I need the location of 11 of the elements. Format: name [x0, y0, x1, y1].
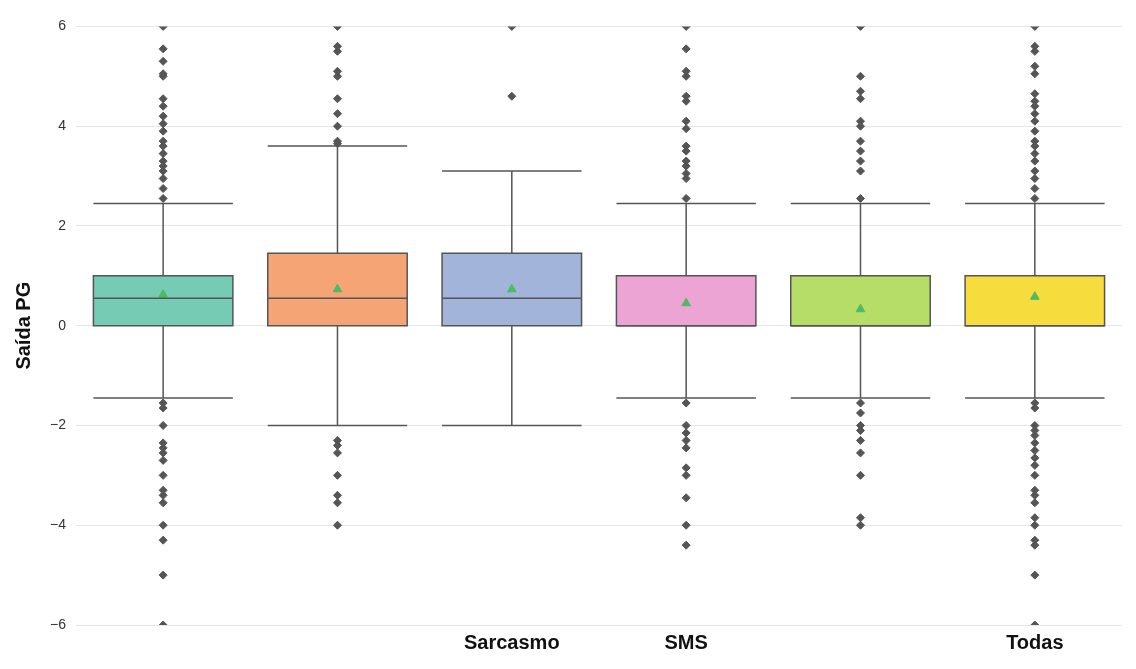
y-tick-label: 2: [58, 216, 67, 233]
x-tick-label: SMS: [664, 630, 708, 653]
y-tick-label: −4: [49, 516, 67, 533]
x-tick-label: Sarcasmo: [464, 630, 560, 653]
y-tick-label: 0: [58, 316, 67, 333]
x-tick-label: Todas: [1006, 630, 1064, 653]
y-tick-label: −2: [49, 416, 67, 433]
y-tick-label: 4: [58, 117, 67, 134]
y-tick-label: −6: [49, 615, 67, 632]
y-axis-title: Saída PG: [11, 281, 34, 370]
y-tick-label: 6: [58, 17, 67, 34]
